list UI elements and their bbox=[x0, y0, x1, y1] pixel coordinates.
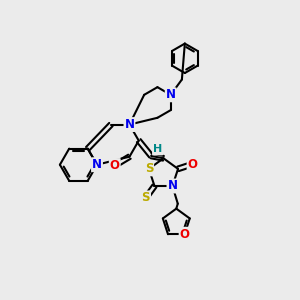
Text: O: O bbox=[180, 228, 190, 241]
Text: O: O bbox=[188, 158, 198, 171]
Text: O: O bbox=[110, 159, 120, 172]
Text: H: H bbox=[153, 145, 162, 154]
Text: N: N bbox=[124, 118, 134, 131]
Text: N: N bbox=[166, 88, 176, 101]
Text: N: N bbox=[167, 179, 178, 193]
Text: S: S bbox=[145, 162, 153, 176]
Text: S: S bbox=[142, 191, 150, 204]
Text: N: N bbox=[92, 158, 102, 171]
